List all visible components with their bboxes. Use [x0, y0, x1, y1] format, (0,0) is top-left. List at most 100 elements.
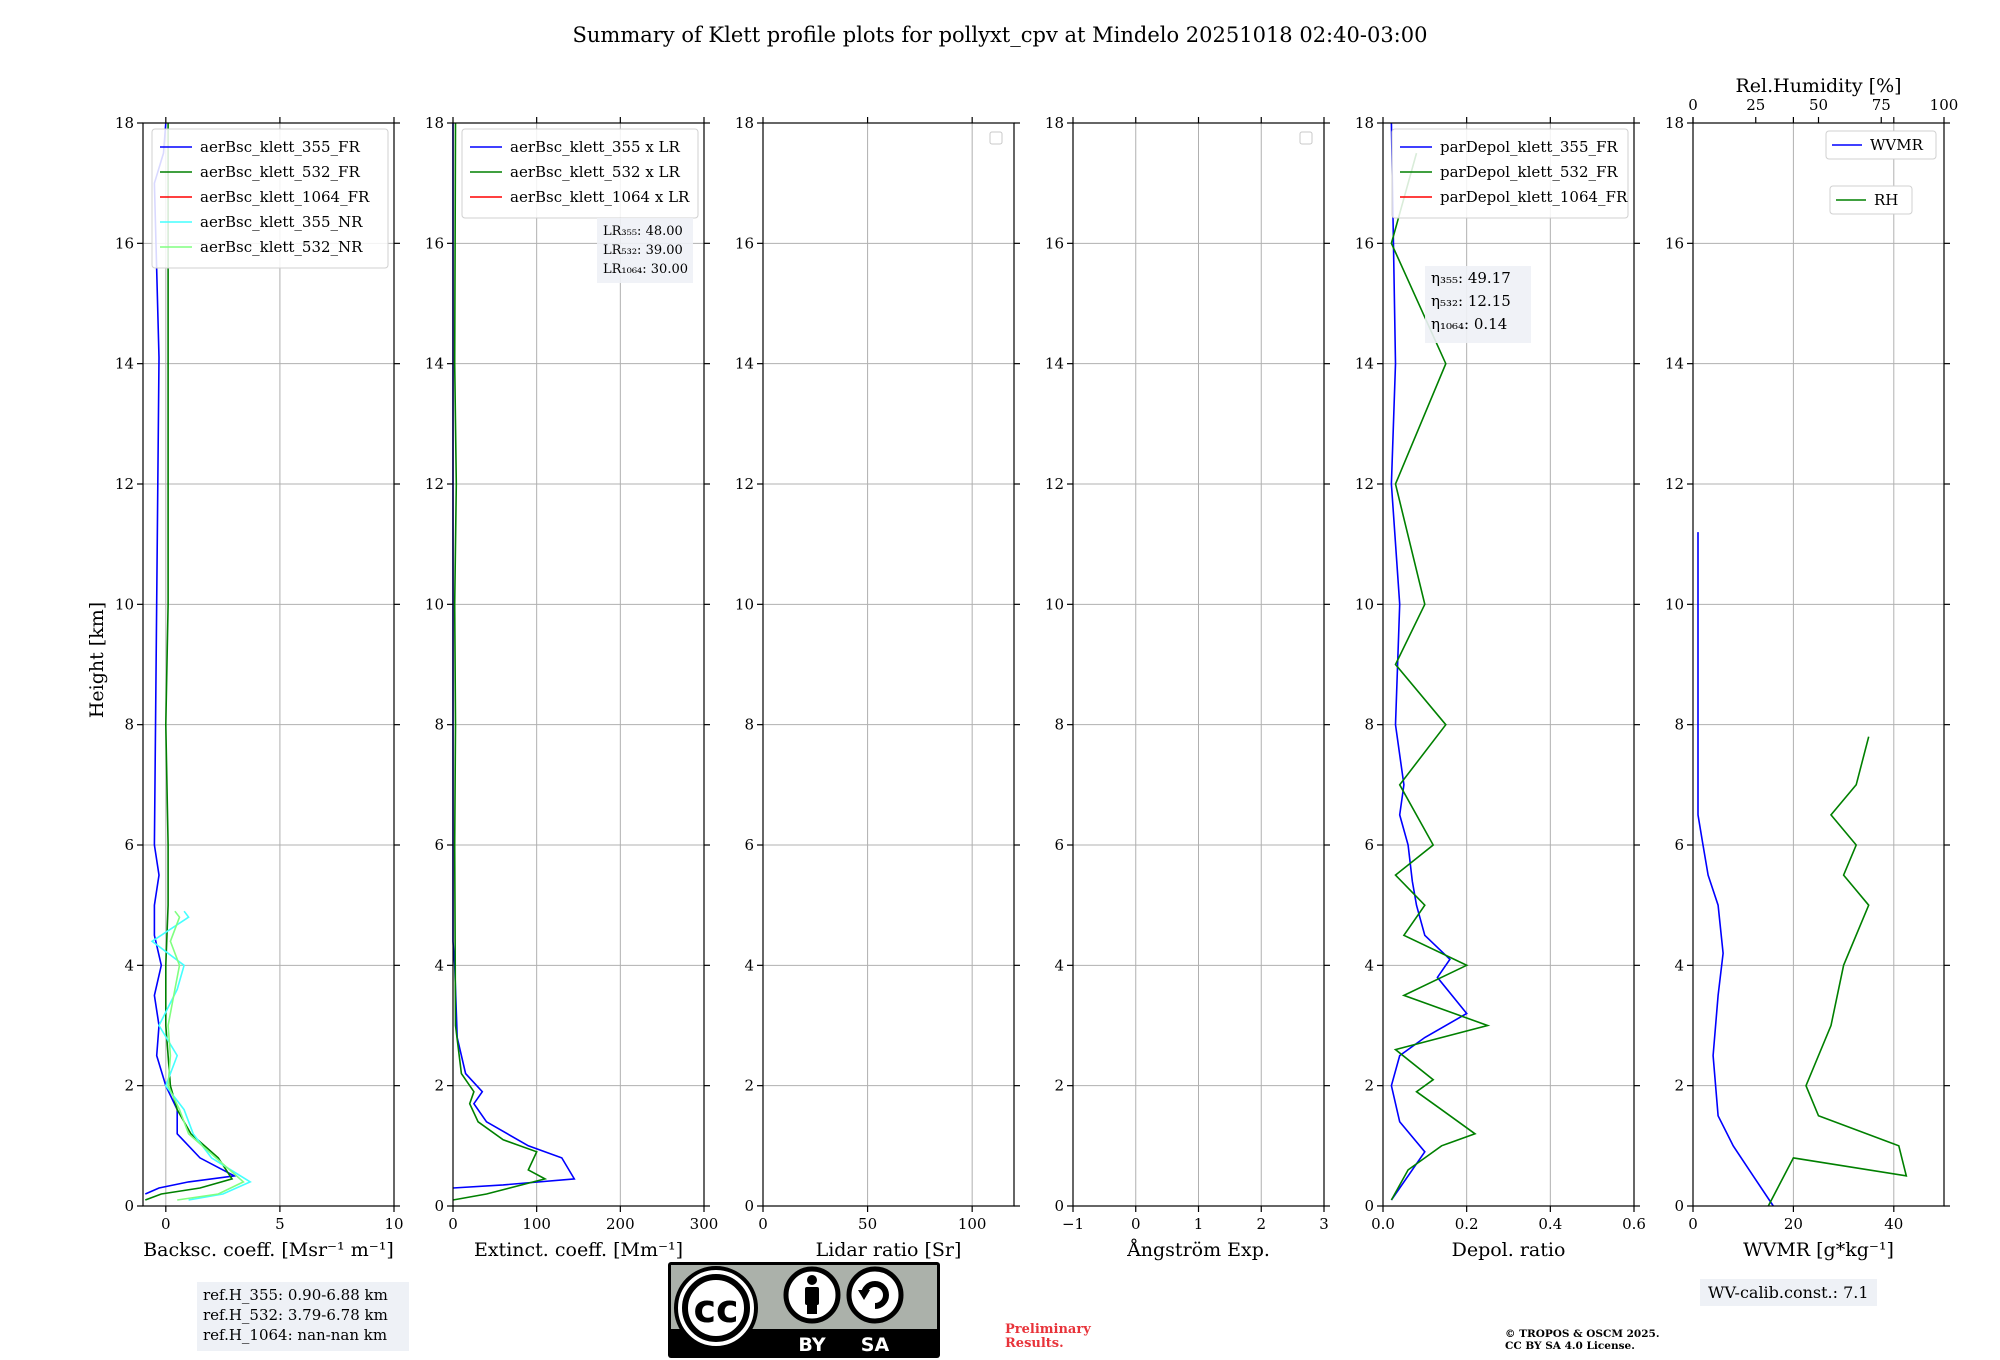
y-tick-label: 6: [744, 836, 754, 854]
y-tick-label: 18: [425, 114, 444, 132]
y-tick-label: 12: [1045, 475, 1064, 493]
y-tick-label: 0: [1054, 1197, 1064, 1215]
x-tick-label: 0: [1131, 1215, 1141, 1233]
panel-1: 0 2 4 6 8 10 12 14 16 18 0 5 10 Backsc. coeff. [Msr⁻¹…: [115, 114, 404, 1261]
y-tick-label: 10: [735, 595, 754, 613]
y-tick-label: 10: [1355, 595, 1374, 613]
legend-entry: parDepol_klett_532_FR: [1440, 163, 1618, 181]
y-tick-label: 0: [124, 1197, 134, 1215]
series-line-RH: [1767, 736, 1908, 1207]
x-tick-label: 50: [858, 1215, 877, 1233]
legend-entry: aerBsc_klett_1064 x LR: [510, 188, 690, 206]
y-tick-label: 2: [1054, 1077, 1064, 1095]
series-line-parDepol_klett_532_FR: [1390, 152, 1491, 1201]
y-tick-label: 0: [1674, 1197, 1684, 1215]
cc-text: cc: [693, 1287, 738, 1331]
y-tick-label: 8: [1674, 716, 1684, 734]
legend-entry: RH: [1874, 191, 1898, 209]
series-line-aerBsc_klett_532_FR: [145, 123, 234, 1201]
y-tick-label: 4: [1054, 956, 1064, 974]
y-tick-label: 0: [1364, 1197, 1374, 1215]
x-axis-label: WVMR [g*kg⁻¹]: [1743, 1239, 1894, 1261]
reference-height-box: ref.H_355: 0.90-6.88 km ref.H_532: 3.79-…: [197, 1282, 409, 1351]
y-tick-label: 2: [124, 1077, 134, 1095]
x2-axis-label: Rel.Humidity [%]: [1735, 75, 1901, 97]
y-tick-label: 2: [1364, 1077, 1374, 1095]
annotation-text: LR₁₀₆₄: 30.00: [603, 262, 688, 277]
axes-frame: [142, 122, 395, 1207]
y-tick-label: 4: [434, 956, 444, 974]
annotation-text: η₃₅₅: 49.17: [1431, 269, 1511, 287]
x-tick-label: 100: [522, 1215, 551, 1233]
series-line-aerBsc_klett_532 x LR: [452, 122, 548, 1201]
y-tick-label: 18: [735, 114, 754, 132]
annotation-text: η₁₀₆₄: 0.14: [1431, 315, 1507, 333]
y-tick-label: 6: [124, 836, 134, 854]
axes-frame: [762, 122, 1015, 1207]
y-tick-label: 6: [434, 836, 444, 854]
ref-height-532: ref.H_532: 3.79-6.78 km: [203, 1306, 388, 1324]
y-tick-label: 16: [115, 234, 134, 252]
y-tick-label: 14: [1045, 355, 1064, 373]
y-tick-label: 10: [425, 595, 444, 613]
x-axis-label: Ångström Exp.: [1126, 1239, 1270, 1261]
y-tick-label: 14: [425, 355, 444, 373]
annotation-box: [1425, 266, 1531, 343]
x-axis-label: Extinct. coeff. [Mm⁻¹]: [474, 1239, 683, 1261]
x-tick-label: 0.6: [1622, 1215, 1646, 1233]
series-line-aerBsc_klett_532_NR: [167, 910, 245, 1201]
x-tick-label: 2: [1256, 1215, 1266, 1233]
y-tick-label: 14: [735, 355, 754, 373]
panel-2: 0 2 4 6 8 10 12 14 16 18 0 100 200 300 Extinct. coeff.…: [425, 114, 718, 1261]
x2-tick-label: 50: [1809, 96, 1828, 114]
x-tick-label: 0: [448, 1215, 458, 1233]
x-axis-label: Backsc. coeff. [Msr⁻¹ m⁻¹]: [143, 1239, 394, 1261]
y-tick-label: 16: [735, 234, 754, 252]
annotation-text: η₅₃₂: 12.15: [1431, 292, 1511, 310]
axes-frame: [1382, 122, 1635, 1207]
legend-entry: aerBsc_klett_355_FR: [200, 138, 360, 156]
y-tick-label: 6: [1674, 836, 1684, 854]
series-line-WVMR: [1697, 532, 1774, 1207]
y-tick-label: 6: [1364, 836, 1374, 854]
y-tick-label: 8: [434, 716, 444, 734]
y-tick-label: 0: [744, 1197, 754, 1215]
x-axis-label: Depol. ratio: [1452, 1239, 1566, 1261]
series-line-parDepol_klett_355_FR: [1390, 122, 1468, 1201]
copyright-note: © TROPOS & OSCM 2025. CC BY SA 4.0 Licen…: [1505, 1328, 1660, 1352]
panel-5: 0 2 4 6 8 10 12 14 16 18 0.0 0.2 0.4 0.6 Depol. ratio p…: [1355, 114, 1646, 1261]
series-line-aerBsc_klett_355_NR: [150, 910, 252, 1201]
y-tick-label: 12: [735, 475, 754, 493]
y-tick-label: 10: [1045, 595, 1064, 613]
x-tick-label: 0.2: [1455, 1215, 1479, 1233]
y-axis-label: Height [km]: [86, 602, 108, 718]
legend-box-empty: [1299, 131, 1313, 145]
legend-entry: aerBsc_klett_355 x LR: [510, 138, 681, 156]
y-tick-label: 16: [1355, 234, 1374, 252]
x-axis-label: Lidar ratio [Sr]: [816, 1239, 962, 1261]
series-line-aerBsc_klett_355_FR: [144, 122, 237, 1195]
x-tick-label: 200: [606, 1215, 635, 1233]
annotation-box: [597, 218, 693, 283]
y-tick-label: 8: [744, 716, 754, 734]
ref-height-355: ref.H_355: 0.90-6.88 km: [203, 1286, 388, 1304]
legend-entry: aerBsc_klett_532 x LR: [510, 163, 681, 181]
y-tick-label: 2: [1674, 1077, 1684, 1095]
copyright-line1: © TROPOS & OSCM 2025.: [1505, 1328, 1660, 1340]
x-tick-label: 0: [758, 1215, 768, 1233]
x2-tick-label: 100: [1930, 96, 1959, 114]
series-line-aerBsc_klett_355 x LR: [452, 123, 576, 1189]
annotation-text: LR₅₃₂: 39.00: [603, 243, 683, 258]
x-tick-label: 40: [1884, 1215, 1903, 1233]
y-tick-label: 16: [1665, 234, 1684, 252]
legend-box: [151, 128, 389, 269]
legend-entry: WVMR: [1870, 136, 1924, 154]
y-tick-label: 8: [1054, 716, 1064, 734]
cc-by-sa-logo: cc BY SA: [668, 1262, 940, 1358]
x-tick-label: 1: [1194, 1215, 1204, 1233]
legend-box: [461, 128, 699, 219]
y-tick-label: 16: [425, 234, 444, 252]
legend-entry: parDepol_klett_355_FR: [1440, 138, 1618, 156]
